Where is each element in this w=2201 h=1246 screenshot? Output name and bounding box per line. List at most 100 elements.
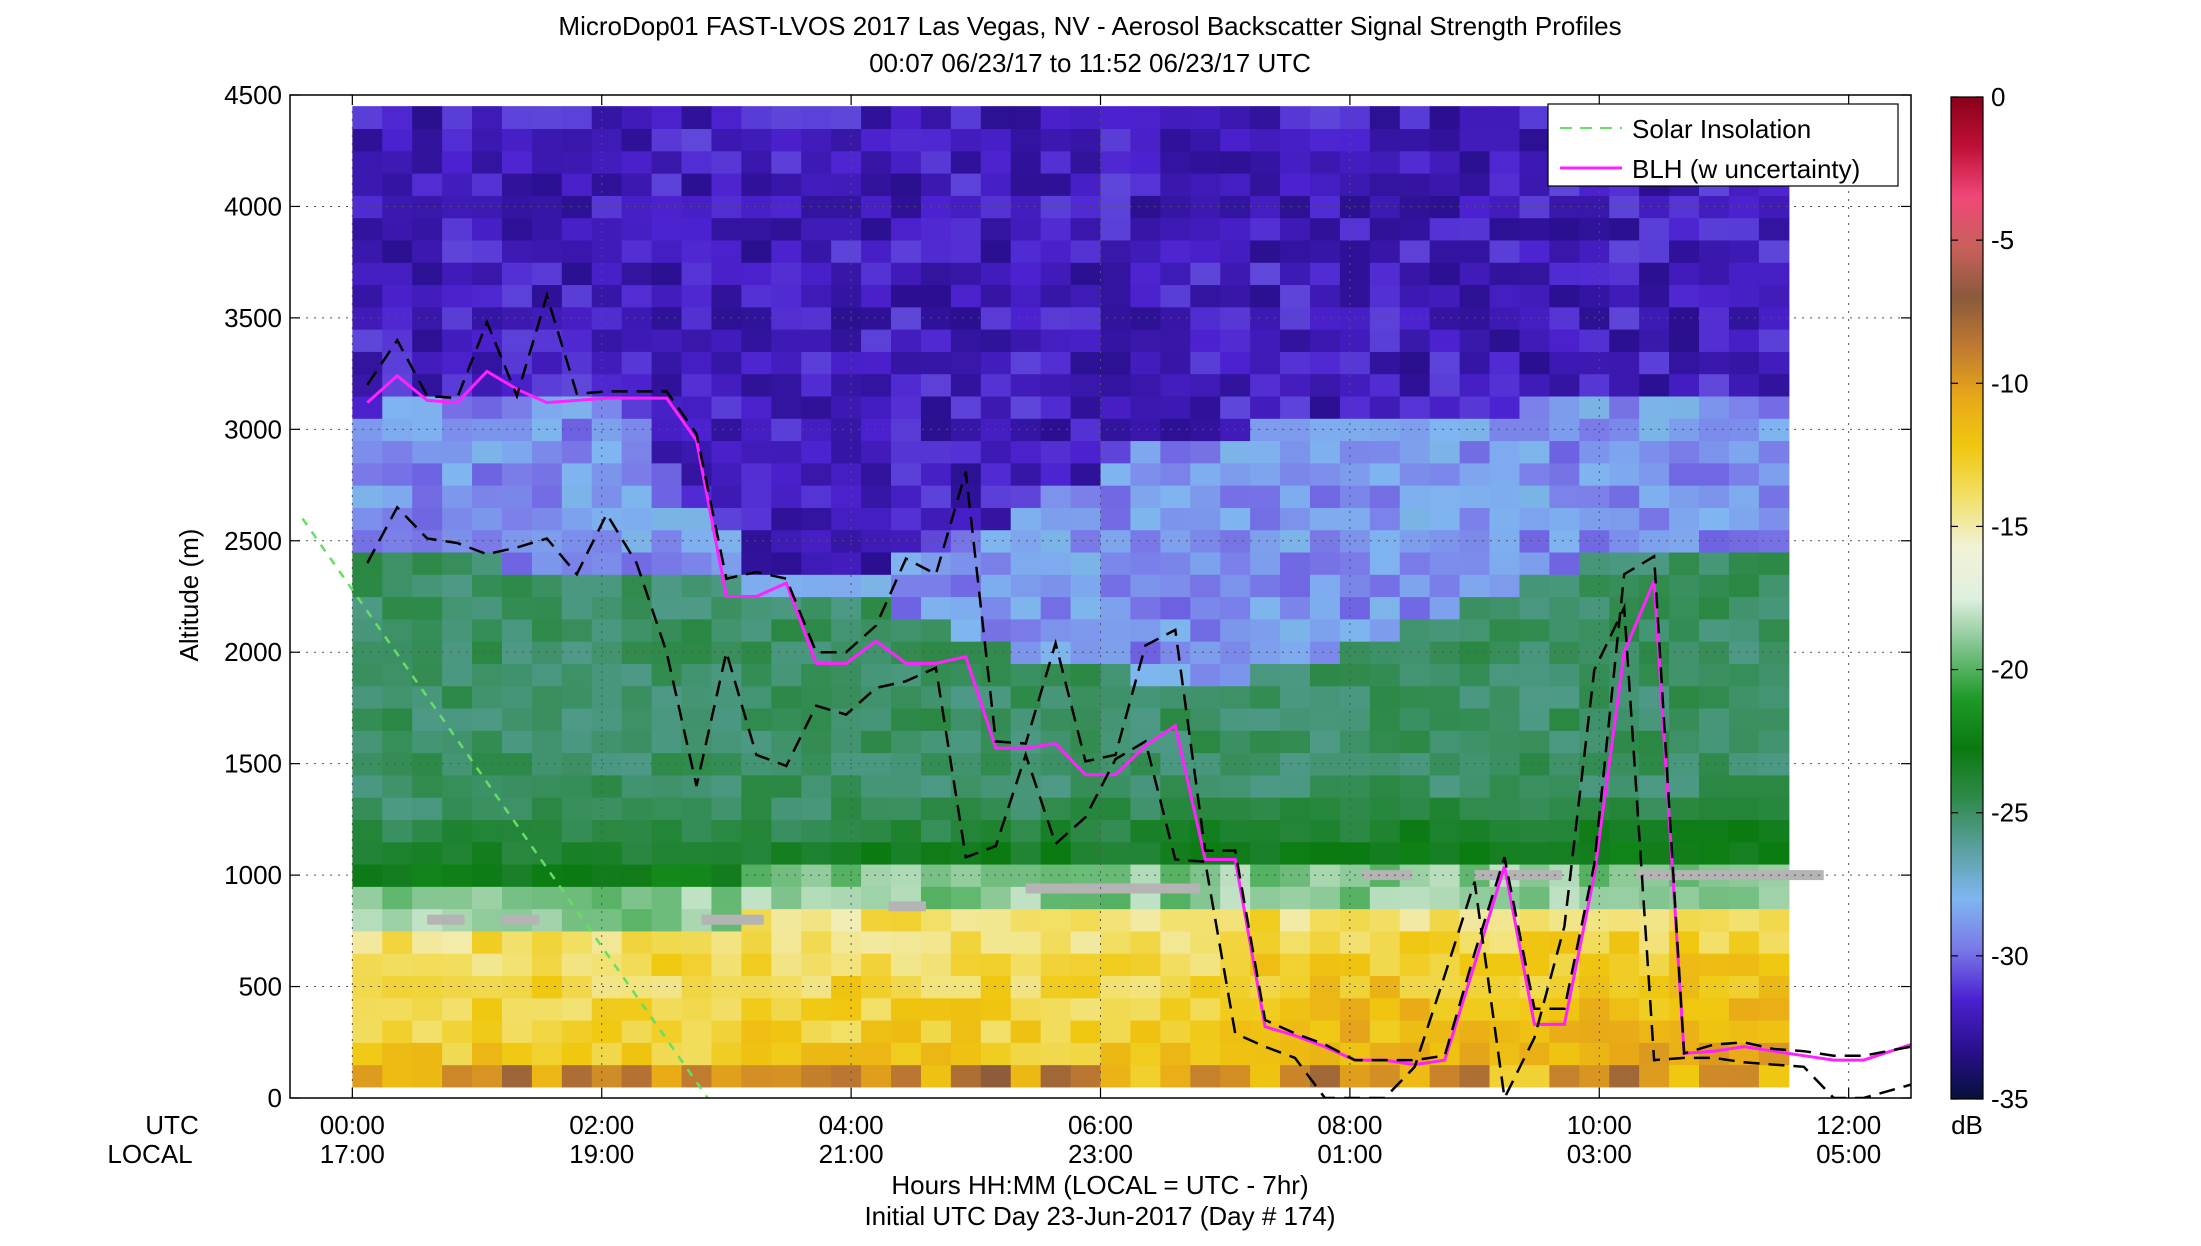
- heatmap-cell: [1160, 373, 1191, 397]
- heatmap-cell: [1309, 128, 1341, 152]
- heatmap-cell: [561, 730, 593, 754]
- heatmap-cell: [1429, 351, 1461, 375]
- heatmap-cell: [1579, 730, 1610, 754]
- heatmap-cell: [1010, 752, 1042, 776]
- heatmap-cell: [891, 953, 922, 977]
- heatmap-cell: [561, 529, 593, 553]
- heatmap-cell: [1728, 440, 1760, 464]
- heatmap-cell: [1190, 485, 1221, 508]
- heatmap-cell: [1220, 819, 1251, 843]
- heatmap-cell: [920, 395, 952, 419]
- heatmap-cell: [621, 1042, 653, 1066]
- heatmap-cell: [1639, 262, 1670, 286]
- heatmap-cell: [442, 128, 473, 152]
- heatmap-cell: [1250, 863, 1281, 887]
- heatmap-cell: [1010, 329, 1042, 352]
- heatmap-cell: [1070, 329, 1102, 352]
- heatmap-cell: [1040, 863, 1072, 887]
- heatmap-cell: [1220, 284, 1251, 308]
- heatmap-cell: [1519, 306, 1550, 330]
- heatmap-cell: [950, 485, 982, 508]
- heatmap-cell: [891, 150, 922, 174]
- heatmap-cell: [1220, 596, 1251, 620]
- heatmap-cell: [1130, 284, 1161, 308]
- x-tick-label-local: 23:00: [1068, 1139, 1133, 1169]
- heatmap-cell: [1010, 953, 1042, 977]
- heatmap-cell: [1160, 730, 1191, 754]
- heatmap-cell: [1459, 1019, 1491, 1043]
- heatmap-cell: [1758, 306, 1790, 330]
- heatmap-cell: [501, 106, 533, 130]
- heatmap-cell: [1040, 462, 1072, 486]
- heatmap-cell: [711, 462, 742, 486]
- heatmap-cell: [1040, 953, 1072, 977]
- heatmap-cell: [1429, 997, 1461, 1021]
- heatmap-cell: [711, 440, 742, 464]
- heatmap-cell: [621, 574, 653, 598]
- heatmap-cell: [1070, 195, 1102, 219]
- heatmap-cell: [1100, 930, 1132, 954]
- heatmap-cell: [561, 239, 593, 263]
- heatmap-cell: [1519, 150, 1550, 174]
- heatmap-cell: [1429, 106, 1461, 130]
- heatmap-cell: [1489, 596, 1521, 620]
- heatmap-cell: [950, 128, 982, 152]
- heatmap-cell: [591, 618, 623, 642]
- heatmap-cell: [1549, 841, 1580, 865]
- heatmap-cell: [1728, 596, 1760, 620]
- heatmap-cell: [1070, 707, 1102, 731]
- heatmap-cell: [1040, 908, 1072, 932]
- heatmap-cell: [1190, 975, 1221, 999]
- heatmap-cell: [920, 819, 952, 843]
- heatmap-cell: [950, 551, 982, 575]
- heatmap-cell: [1220, 485, 1251, 508]
- heatmap-cell: [1339, 797, 1371, 820]
- heatmap-cell: [1010, 908, 1042, 932]
- heatmap-cell: [1250, 1064, 1281, 1088]
- heatmap-cell: [1160, 485, 1191, 508]
- heatmap-cell: [1100, 618, 1132, 642]
- heatmap-cell: [1130, 618, 1161, 642]
- heatmap-cell: [1250, 707, 1281, 731]
- heatmap-cell: [741, 685, 772, 709]
- heatmap-cell: [1369, 707, 1401, 731]
- heatmap-cell: [980, 886, 1012, 910]
- heatmap-cell: [442, 574, 473, 598]
- heatmap-cell: [980, 485, 1012, 508]
- heatmap-cell: [1070, 774, 1102, 798]
- heatmap-cell: [1699, 485, 1730, 508]
- heatmap-cell: [1519, 329, 1550, 352]
- heatmap-cell: [561, 574, 593, 598]
- heatmap-cell: [1639, 306, 1670, 330]
- heatmap-cell: [950, 663, 982, 687]
- heatmap-cell: [1339, 485, 1371, 508]
- heatmap-cell: [1280, 774, 1311, 798]
- heatmap-cell: [1758, 819, 1790, 843]
- heatmap-cell: [920, 1019, 952, 1043]
- heatmap-cell: [1250, 953, 1281, 977]
- heatmap-cell: [472, 440, 503, 464]
- heatmap-cell: [1130, 819, 1161, 843]
- heatmap-cell: [1220, 329, 1251, 352]
- heatmap-cell: [1399, 953, 1431, 977]
- heatmap-cell: [1399, 529, 1431, 553]
- heatmap-cell: [1579, 596, 1610, 620]
- heatmap-cell: [1579, 841, 1610, 865]
- heatmap-cell: [1160, 574, 1191, 598]
- heatmap-cell: [741, 485, 772, 508]
- heatmap-cell: [1369, 462, 1401, 486]
- heatmap-cell: [591, 596, 623, 620]
- heatmap-cell: [681, 641, 713, 664]
- heatmap-cell: [1369, 1019, 1401, 1043]
- heatmap-cell: [1339, 150, 1371, 174]
- heatmap-cell: [950, 574, 982, 598]
- heatmap-cell: [1399, 395, 1431, 419]
- heatmap-cell: [591, 462, 623, 486]
- heatmap-cell: [591, 529, 623, 553]
- heatmap-cell: [861, 128, 892, 152]
- heatmap-cell: [651, 329, 683, 352]
- heatmap-cell: [1609, 930, 1640, 954]
- heatmap-cell: [1549, 1064, 1580, 1088]
- heatmap-cell: [1609, 975, 1640, 999]
- heatmap-cell: [801, 529, 832, 553]
